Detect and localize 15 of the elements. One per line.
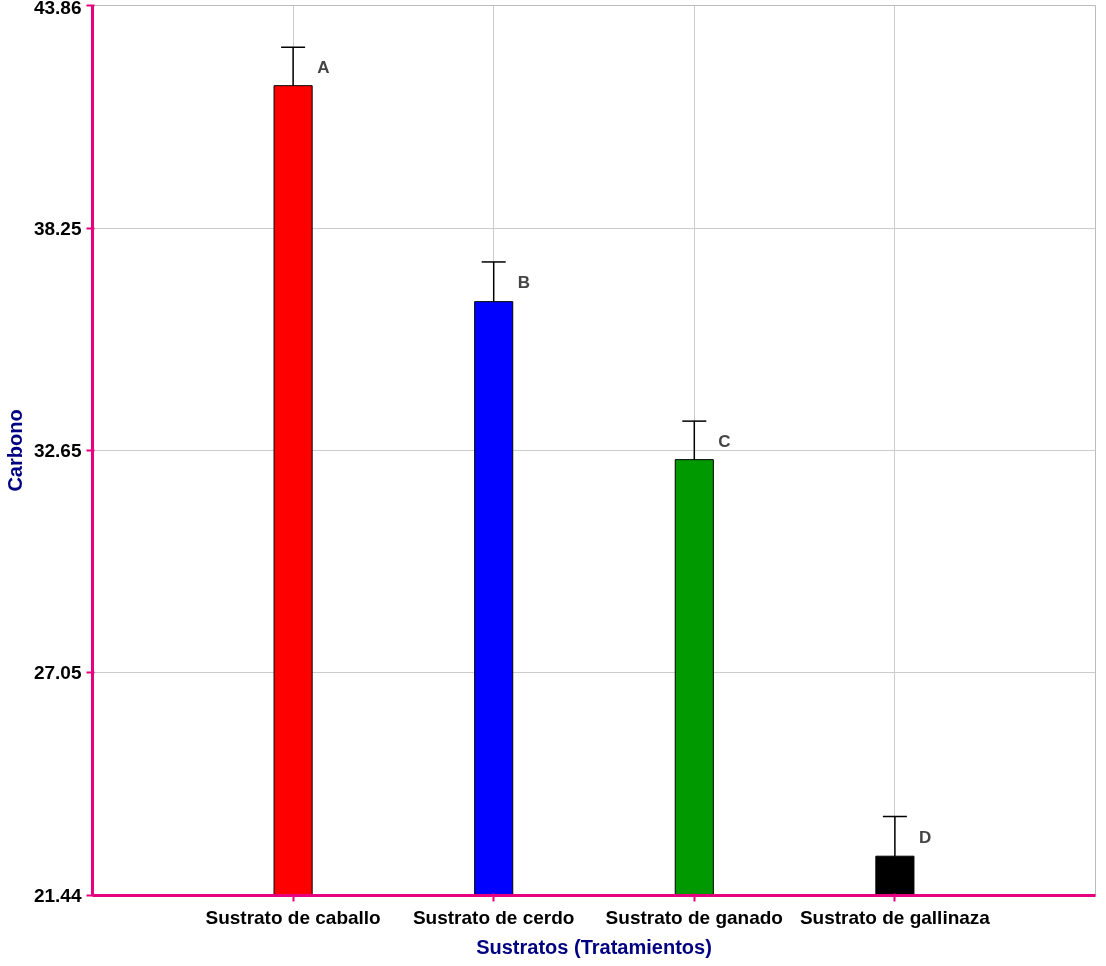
x-tick-label: Sustrato de cerdo (412, 906, 575, 928)
annotation: C (718, 432, 731, 452)
y-axis-title: Carbono (3, 409, 26, 492)
y-tick-label: 38.25 (33, 217, 82, 239)
y-tick-label: 32.65 (33, 440, 82, 461)
y-tick-label: 43.86 (33, 0, 82, 18)
y-tick-label: 27.05 (33, 662, 82, 684)
annotation: A (317, 58, 330, 78)
x-tick-label: Sustrato de ganado (605, 906, 783, 928)
annotation: D (918, 827, 932, 847)
x-axis-title: Sustratos (Tratamientos) (476, 935, 712, 958)
x-tick-label: Sustrato de caballo (205, 906, 381, 928)
x-tick-label: Sustrato de gallinaza (799, 906, 991, 928)
y-tick-label: 21.44 (33, 885, 82, 906)
annotation: B (517, 272, 531, 292)
